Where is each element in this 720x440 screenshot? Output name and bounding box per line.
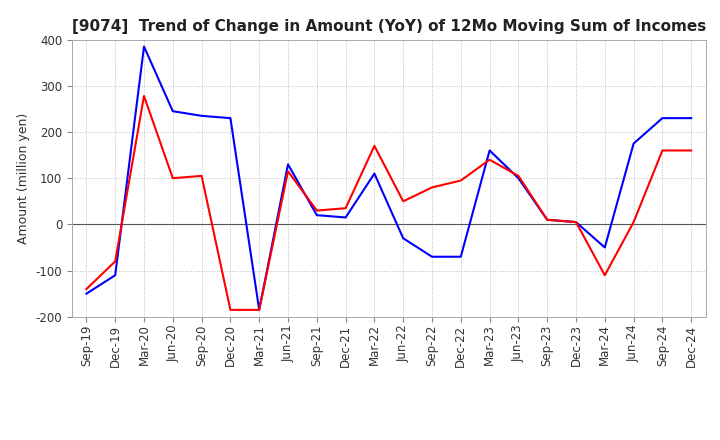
Net Income	[428, 185, 436, 190]
Net Income	[168, 176, 177, 181]
Net Income	[658, 148, 667, 153]
Ordinary Income	[140, 44, 148, 49]
Ordinary Income	[514, 176, 523, 181]
Ordinary Income	[485, 148, 494, 153]
Ordinary Income	[111, 272, 120, 278]
Title: [9074]  Trend of Change in Amount (YoY) of 12Mo Moving Sum of Incomes: [9074] Trend of Change in Amount (YoY) o…	[72, 19, 706, 34]
Net Income	[572, 220, 580, 225]
Net Income	[284, 169, 292, 174]
Ordinary Income	[687, 115, 696, 121]
Ordinary Income	[82, 291, 91, 297]
Ordinary Income	[370, 171, 379, 176]
Ordinary Income	[428, 254, 436, 259]
Ordinary Income	[255, 307, 264, 312]
Ordinary Income	[543, 217, 552, 222]
Line: Net Income: Net Income	[86, 96, 691, 310]
Line: Ordinary Income: Ordinary Income	[86, 47, 691, 310]
Ordinary Income	[341, 215, 350, 220]
Net Income	[226, 307, 235, 312]
Ordinary Income	[312, 213, 321, 218]
Ordinary Income	[197, 113, 206, 118]
Ordinary Income	[658, 115, 667, 121]
Net Income	[687, 148, 696, 153]
Net Income	[312, 208, 321, 213]
Net Income	[370, 143, 379, 148]
Ordinary Income	[399, 235, 408, 241]
Net Income	[514, 173, 523, 179]
Ordinary Income	[600, 245, 609, 250]
Y-axis label: Amount (million yen): Amount (million yen)	[17, 113, 30, 244]
Ordinary Income	[456, 254, 465, 259]
Net Income	[255, 307, 264, 312]
Net Income	[341, 205, 350, 211]
Ordinary Income	[284, 161, 292, 167]
Net Income	[82, 286, 91, 292]
Ordinary Income	[226, 115, 235, 121]
Ordinary Income	[629, 141, 638, 146]
Net Income	[456, 178, 465, 183]
Net Income	[629, 220, 638, 225]
Net Income	[111, 259, 120, 264]
Net Income	[543, 217, 552, 222]
Ordinary Income	[168, 109, 177, 114]
Ordinary Income	[572, 220, 580, 225]
Net Income	[399, 198, 408, 204]
Net Income	[197, 173, 206, 179]
Net Income	[600, 272, 609, 278]
Net Income	[140, 93, 148, 99]
Net Income	[485, 157, 494, 162]
